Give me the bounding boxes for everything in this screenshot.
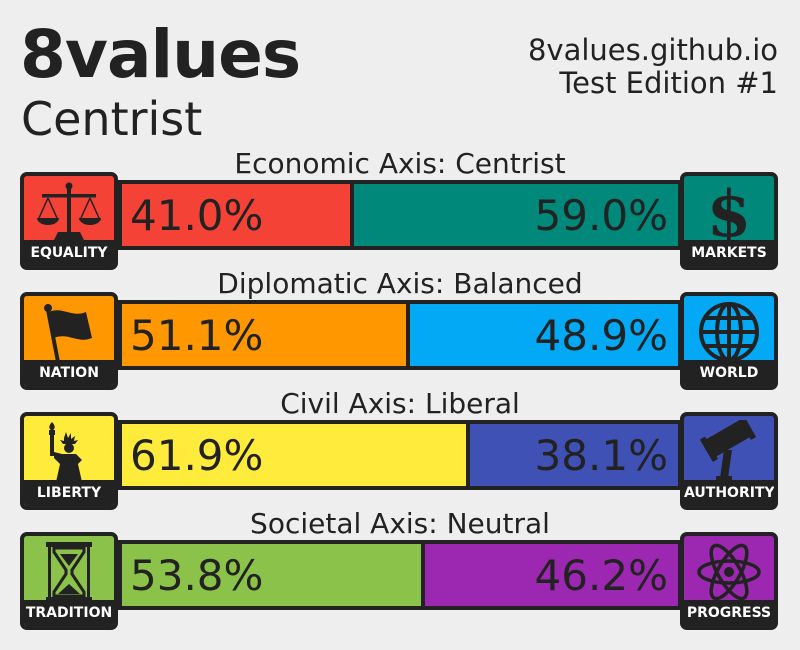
- equality-icon-box: EQUALITY: [20, 172, 118, 270]
- tradition-percent: 53.8%: [130, 550, 264, 600]
- site-info: 8values.github.io Test Edition #1: [528, 34, 778, 100]
- liberty-icon-box: LIBERTY: [20, 412, 118, 510]
- nation-icon-box: NATION: [20, 292, 118, 390]
- authority-label: AUTHORITY: [684, 480, 774, 506]
- economic-bar: 41.0% 59.0%: [118, 180, 682, 250]
- flag-icon: [44, 304, 92, 362]
- globe-icon: [699, 302, 759, 362]
- ideology-label: Centrist: [21, 92, 203, 146]
- progress-bar-segment: 46.2%: [421, 544, 678, 606]
- markets-bar-segment: 59.0%: [349, 184, 678, 246]
- progress-label: PROGRESS: [684, 600, 774, 626]
- scales-icon: [37, 182, 101, 240]
- markets-percent: 59.0%: [534, 190, 668, 240]
- civil-axis-title: Civil Axis: Liberal: [280, 387, 520, 420]
- tradition-bar-segment: 53.8%: [122, 544, 422, 606]
- equality-bar-segment: 41.0%: [122, 184, 350, 246]
- economic-axis-title: Economic Axis: Centrist: [234, 147, 566, 180]
- markets-icon-box: $ MARKETS: [680, 172, 778, 270]
- authority-percent: 38.1%: [534, 430, 668, 480]
- liberty-bar-segment: 61.9%: [122, 424, 467, 486]
- societal-axis-title: Societal Axis: Neutral: [250, 507, 550, 540]
- diplomatic-bar: 51.1% 48.9%: [118, 300, 682, 370]
- tradition-icon-box: TRADITION: [20, 532, 118, 630]
- societal-bar: 53.8% 46.2%: [118, 540, 682, 610]
- site-url: 8values.github.io: [527, 33, 778, 67]
- world-bar-segment: 48.9%: [406, 304, 678, 366]
- liberty-percent: 61.9%: [130, 430, 264, 480]
- tradition-label: TRADITION: [24, 600, 114, 626]
- edition-label: Test Edition #1: [559, 66, 778, 100]
- progress-icon-box: PROGRESS: [680, 532, 778, 630]
- authority-bar-segment: 38.1%: [466, 424, 678, 486]
- nation-percent: 51.1%: [130, 310, 264, 360]
- markets-label: MARKETS: [684, 240, 774, 266]
- hourglass-icon: [46, 542, 92, 602]
- equality-percent: 41.0%: [130, 190, 264, 240]
- civil-bar: 61.9% 38.1%: [118, 420, 682, 490]
- nation-label: NATION: [24, 360, 114, 386]
- world-icon-box: WORLD: [680, 292, 778, 390]
- gavel-icon: [700, 420, 756, 482]
- nation-bar-segment: 51.1%: [122, 304, 407, 366]
- world-label: WORLD: [684, 360, 774, 386]
- liberty-label: LIBERTY: [24, 480, 114, 506]
- brand-title: 8values: [20, 16, 301, 93]
- world-percent: 48.9%: [534, 310, 668, 360]
- svg-text:$: $: [707, 180, 752, 244]
- diplomatic-axis-title: Diplomatic Axis: Balanced: [217, 267, 583, 300]
- statue-of-liberty-icon: [49, 422, 82, 482]
- dollar-icon: $: [707, 180, 752, 244]
- equality-label: EQUALITY: [24, 240, 114, 266]
- atom-icon: [697, 543, 761, 601]
- authority-icon-box: AUTHORITY: [680, 412, 778, 510]
- progress-percent: 46.2%: [534, 550, 668, 600]
